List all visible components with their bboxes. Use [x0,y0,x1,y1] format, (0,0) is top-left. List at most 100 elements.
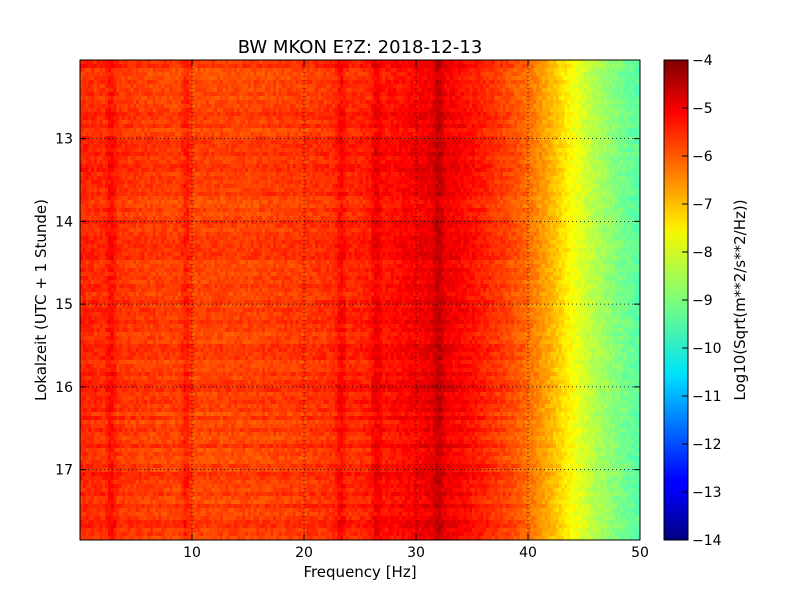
heatmap-cell [603,108,607,113]
heatmap-cell [508,88,512,93]
heatmap-cell [497,120,501,125]
heatmap-cell [393,80,397,85]
heatmap-cell [631,60,635,65]
heatmap-cell [612,72,616,77]
heatmap-cell [290,100,294,105]
heatmap-cell [463,76,467,81]
heatmap-cell [561,80,565,85]
heatmap-cell [371,60,375,65]
heatmap-cell [494,104,498,109]
heatmap-cell [150,120,154,125]
heatmap-cell [539,92,543,97]
heatmap-cell [519,76,523,81]
heatmap-cell [446,80,451,85]
heatmap-cell [418,104,423,109]
heatmap-cell [570,92,574,97]
heatmap-cell [486,112,490,117]
heatmap-cell [85,68,89,73]
heatmap-cell [276,128,280,133]
heatmap-cell [351,60,355,65]
heatmap-cell [158,104,162,109]
heatmap-cell [469,68,473,73]
heatmap-cell [94,116,98,121]
heatmap-cell [449,104,453,109]
heatmap-cell [292,96,297,101]
heatmap-cell [161,64,165,69]
heatmap-cell [116,132,120,137]
heatmap-cell [119,68,123,73]
heatmap-cell [385,96,389,101]
heatmap-cell [558,84,563,89]
heatmap-cell [505,88,509,93]
heatmap-cell [180,88,185,93]
heatmap-cell [138,92,143,97]
heatmap-cell [312,128,316,133]
heatmap-cell [589,104,593,109]
heatmap-cell [592,80,596,85]
heatmap-cell [290,124,294,129]
heatmap-cell [194,60,199,65]
heatmap-cell [497,68,501,73]
heatmap-cell [494,72,498,77]
heatmap-cell [553,80,557,85]
heatmap-cell [315,68,319,73]
heatmap-cell [309,68,313,73]
heatmap-cell [581,68,585,73]
heatmap-cell [511,120,515,125]
heatmap-cell [427,100,431,105]
heatmap-cell [357,108,361,113]
heatmap-cell [245,96,249,101]
heatmap-cell [514,100,518,105]
heatmap-cell [231,112,235,117]
heatmap-cell [225,112,229,117]
heatmap-cell [575,88,579,93]
heatmap-cell [362,80,367,85]
heatmap-cell [147,128,151,133]
heatmap-cell [564,68,568,73]
heatmap-cell [511,68,515,73]
heatmap-cell [561,124,565,129]
heatmap-cell [637,88,640,93]
heatmap-cell [211,108,215,113]
heatmap-cell [382,88,386,93]
heatmap-cell [197,64,201,69]
heatmap-cell [214,92,218,97]
heatmap-cell [217,84,221,89]
heatmap-cell [192,96,196,101]
heatmap-cell [357,68,361,73]
heatmap-cell [245,84,249,89]
heatmap-cell [183,112,187,117]
heatmap-cell [175,100,179,105]
heatmap-cell [494,60,498,65]
heatmap-cell [589,60,593,65]
heatmap-cell [500,60,504,65]
heatmap-cell [497,88,501,93]
heatmap-cell [284,128,288,133]
heatmap-cell [138,72,143,77]
heatmap-cell [206,60,210,65]
heatmap-cell [572,104,577,109]
heatmap-cell [637,68,640,73]
heatmap-cell [376,76,381,81]
heatmap-cell [609,104,613,109]
heatmap-cell [388,128,392,133]
heatmap-cell [206,96,210,101]
heatmap-cell [413,128,417,133]
heatmap-cell [612,104,616,109]
heatmap-cell [452,116,456,121]
heatmap-cell [239,100,243,105]
heatmap-cell [362,100,367,105]
heatmap-cell [432,120,437,125]
heatmap-cell [533,68,537,73]
heatmap-cell [80,116,84,121]
heatmap-cell [609,116,613,121]
heatmap-cell [301,80,305,85]
heatmap-cell [432,104,437,109]
heatmap-cell [474,104,479,109]
heatmap-cell [581,116,585,121]
heatmap-cell [525,92,529,97]
heatmap-cell [116,76,120,81]
heatmap-cell [102,116,106,121]
heatmap-cell [85,88,89,93]
heatmap-cell [309,60,313,65]
